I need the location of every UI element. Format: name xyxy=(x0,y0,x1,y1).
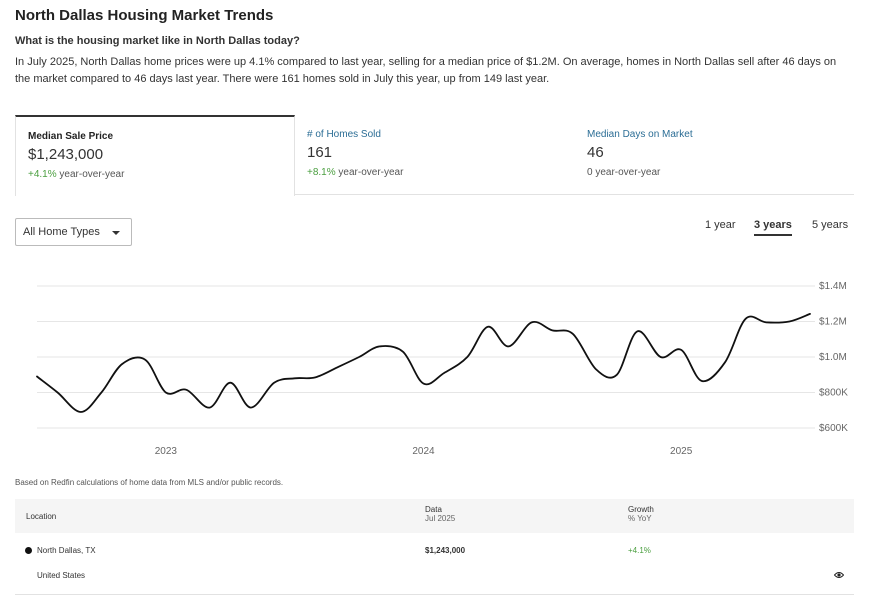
x-tick-label: 2025 xyxy=(670,446,693,457)
yoy-percent: +8.1% xyxy=(307,167,336,178)
page-title: North Dallas Housing Market Trends xyxy=(15,7,274,24)
y-tick-label: $1.2M xyxy=(819,317,847,328)
yoy-percent: 0 xyxy=(587,167,593,178)
tab-value: 46 xyxy=(587,144,604,161)
home-type-select[interactable]: All Home Types xyxy=(15,218,132,246)
price-line-chart: $600K $800K $1.0M $1.2M $1.4M 2023 2024 2025 xyxy=(36,281,848,457)
tab-median-sale-price[interactable]: Median Sale Price $1,243,000 +4.1% year-… xyxy=(15,115,295,196)
col-location: Location xyxy=(26,512,57,521)
col-data: Data Jul 2025 xyxy=(425,505,455,523)
table-divider xyxy=(15,594,854,595)
tab-change: +8.1% year-over-year xyxy=(307,167,563,178)
col-growth-label: Growth xyxy=(628,505,654,514)
median-price-line xyxy=(36,313,811,413)
tab-days-on-market[interactable]: Median Days on Market 46 0 year-over-yea… xyxy=(575,115,854,195)
range-1-year[interactable]: 1 year xyxy=(705,219,736,231)
tab-homes-sold[interactable]: # of Homes Sold 161 +8.1% year-over-year xyxy=(295,115,575,195)
metric-tabs: Median Sale Price $1,243,000 +4.1% year-… xyxy=(15,115,854,196)
tab-label: Median Days on Market xyxy=(587,129,693,140)
col-growth: Growth % YoY xyxy=(628,505,654,523)
y-tick-label: $800K xyxy=(819,388,848,399)
tab-label: Median Sale Price xyxy=(28,131,114,142)
range-3-years[interactable]: 3 years xyxy=(754,219,792,236)
y-tick-label: $600K xyxy=(819,423,848,434)
data-source-note: Based on Redfin calculations of home dat… xyxy=(15,478,284,487)
yoy-suffix: year-over-year xyxy=(335,167,404,178)
col-data-period: Jul 2025 xyxy=(425,514,456,523)
y-tick-label: $1.4M xyxy=(819,281,847,292)
x-tick-label: 2023 xyxy=(155,446,178,457)
tab-label: # of Homes Sold xyxy=(307,129,381,140)
y-tick-label: $1.0M xyxy=(819,352,847,363)
col-growth-unit: % YoY xyxy=(628,514,652,523)
market-summary: In July 2025, North Dallas home prices w… xyxy=(15,56,837,85)
table-row: North Dallas, TX $1,243,000 +4.1% xyxy=(15,539,854,563)
row-location: North Dallas, TX xyxy=(37,546,96,555)
tab-value: 161 xyxy=(307,144,333,161)
x-tick-label: 2024 xyxy=(412,446,435,457)
comparison-table-header: Location Data Jul 2025 Growth % YoY xyxy=(15,499,854,533)
row-data: $1,243,000 xyxy=(425,546,466,555)
tab-change: +4.1% year-over-year xyxy=(28,169,282,180)
caret-down-icon xyxy=(112,231,120,235)
tab-value: $1,243,000 xyxy=(28,146,104,163)
row-growth: +4.1% xyxy=(628,546,651,555)
row-location: United States xyxy=(37,571,86,580)
range-5-years[interactable]: 5 years xyxy=(812,219,849,231)
yoy-suffix: year-over-year xyxy=(56,169,125,180)
yoy-suffix: year-over-year xyxy=(592,167,661,178)
home-type-value: All Home Types xyxy=(23,226,100,238)
section-subtitle: What is the housing market like in North… xyxy=(15,35,300,47)
series-dot-icon xyxy=(25,547,32,554)
table-row: United States xyxy=(15,564,854,588)
col-data-label: Data xyxy=(425,505,442,514)
tab-change: 0 year-over-year xyxy=(587,167,842,178)
yoy-percent: +4.1% xyxy=(28,169,57,180)
eye-icon[interactable] xyxy=(834,571,844,579)
